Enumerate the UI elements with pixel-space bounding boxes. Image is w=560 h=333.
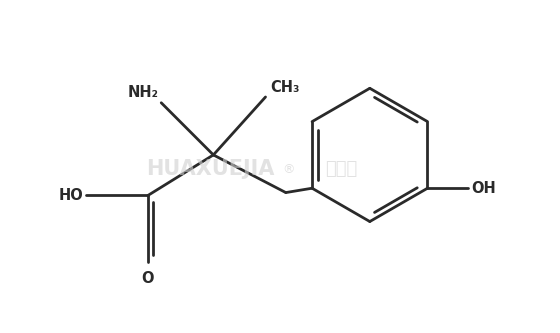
Text: O: O: [142, 271, 154, 286]
Text: OH: OH: [471, 181, 496, 196]
Text: HUAXUEJIA: HUAXUEJIA: [146, 160, 274, 179]
Text: 化学加: 化学加: [325, 161, 357, 178]
Text: HO: HO: [58, 188, 83, 203]
Text: CH₃: CH₃: [270, 80, 300, 95]
Text: ®: ®: [282, 163, 295, 176]
Text: NH₂: NH₂: [127, 86, 158, 101]
